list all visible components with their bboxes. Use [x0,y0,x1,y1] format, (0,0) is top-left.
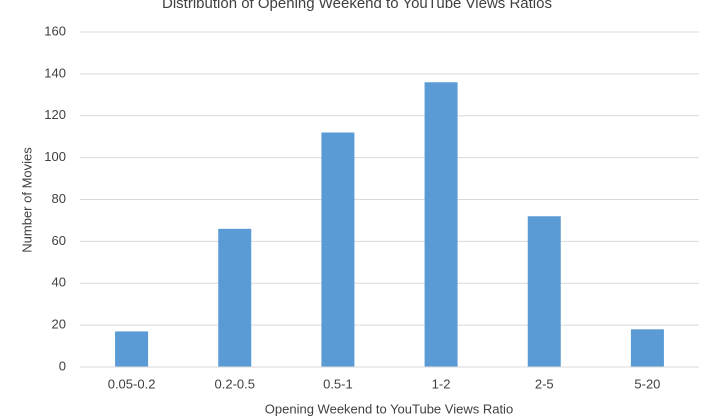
bar [630,329,664,367]
y-tick-label: 120 [44,107,66,122]
y-tick-label: 160 [44,23,66,38]
chart-title: Distribution of Opening Weekend to YouTu… [162,0,552,12]
y-tick-label: 140 [44,65,66,80]
bar [218,228,252,367]
x-tick-label: 0.05-0.2 [108,376,156,391]
x-tick-label: 2-5 [535,376,554,391]
bar [527,216,561,367]
y-tick-label: 100 [44,149,66,164]
x-axis-title: Opening Weekend to YouTube Views Ratio [265,401,513,416]
bar [424,82,458,367]
y-tick-label: 20 [52,317,66,332]
bar [115,331,149,367]
y-tick-label: 60 [52,233,66,248]
x-tick-label: 1-2 [432,376,451,391]
x-tick-label: 5-20 [634,376,660,391]
y-tick-label: 80 [52,191,66,206]
x-tick-label: 0.2-0.5 [215,376,255,391]
x-tick-label: 0.5-1 [323,376,353,391]
bar [321,132,355,367]
y-tick-label: 40 [52,275,66,290]
y-tick-label: 0 [59,358,66,373]
y-axis-title: Number of Movies [19,147,34,253]
